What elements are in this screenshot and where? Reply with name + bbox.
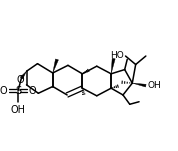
Text: OH: OH [147,81,161,90]
Text: S: S [15,86,21,96]
Text: HO: HO [110,51,124,60]
Text: OH: OH [11,105,25,115]
Polygon shape [53,59,58,73]
Polygon shape [111,58,115,74]
Text: O: O [0,86,7,96]
Text: O: O [16,75,24,85]
Text: O: O [29,86,36,96]
Polygon shape [20,71,27,79]
Polygon shape [132,83,146,87]
